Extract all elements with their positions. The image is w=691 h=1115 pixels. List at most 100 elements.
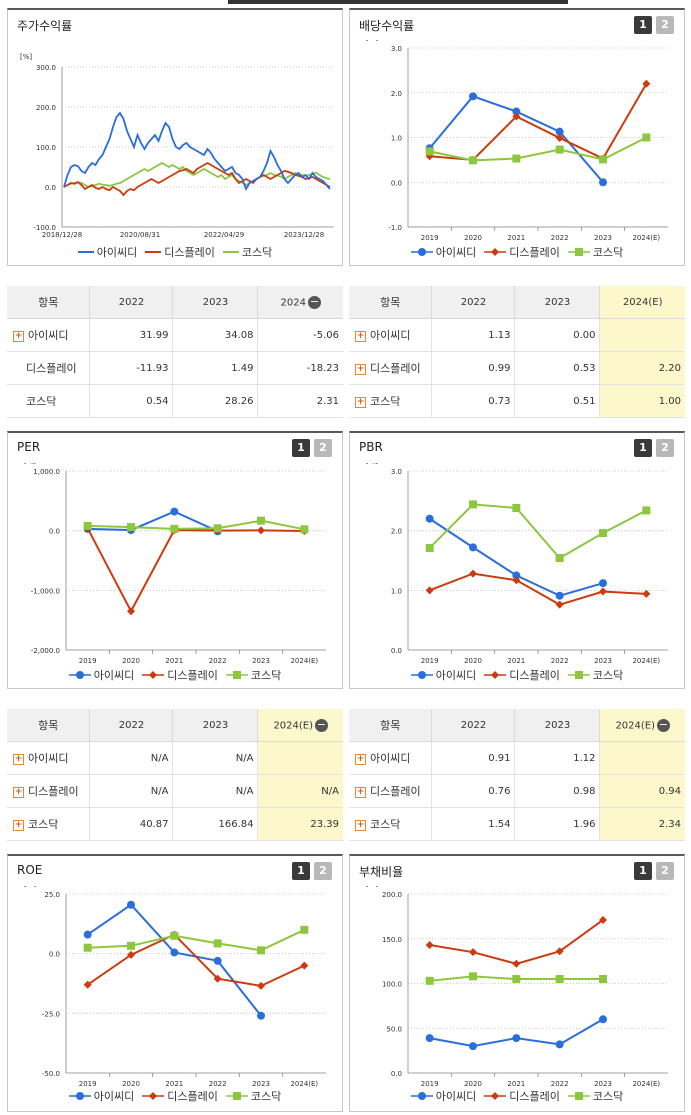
button-1[interactable]: 1 bbox=[292, 439, 310, 457]
legend-item: 아이씨디 bbox=[68, 1088, 134, 1104]
series-line bbox=[63, 161, 331, 188]
row-label[interactable]: + 코스닥 bbox=[349, 384, 432, 418]
x-tick-label: 2019 bbox=[79, 657, 97, 665]
data-point bbox=[213, 974, 222, 983]
table-cell: 0.53 bbox=[514, 351, 600, 385]
data-point bbox=[213, 939, 222, 948]
table-cell: 31.99 bbox=[89, 318, 173, 352]
chart-legend: 아이씨디 디스플레이 코스닥 bbox=[350, 1088, 684, 1104]
data-point bbox=[555, 133, 564, 142]
expand-plus-icon[interactable]: + bbox=[355, 753, 366, 765]
data-point bbox=[232, 1092, 241, 1100]
table-cell: -11.93 bbox=[89, 351, 173, 385]
data-point bbox=[574, 248, 583, 256]
table-header-cell: 2022 bbox=[431, 286, 515, 319]
y-tick-label: 200.0 bbox=[382, 891, 402, 899]
button-2[interactable]: 2 bbox=[656, 439, 674, 457]
collapse-minus-icon[interactable]: − bbox=[307, 294, 321, 309]
roe-chart: [%] 25.0 0.0 -25.0 -50.0 2019 2020 2021 2022 2023… bbox=[24, 886, 326, 1088]
data-point bbox=[417, 248, 426, 256]
x-tick-label: 2024(E) bbox=[290, 657, 318, 665]
data-point bbox=[83, 943, 92, 952]
x-tick-label: 2020 bbox=[464, 1080, 482, 1088]
row-label[interactable]: + 디스플레이 bbox=[349, 774, 432, 808]
data-point bbox=[75, 1092, 84, 1100]
row-label[interactable]: + 코스닥 bbox=[349, 807, 432, 841]
table-row: + 아이씨디 N/A N/A bbox=[7, 741, 343, 775]
data-point bbox=[170, 948, 179, 957]
data-point bbox=[599, 975, 607, 984]
row-label[interactable]: + 아이씨디 bbox=[349, 741, 432, 775]
expand-plus-icon[interactable]: + bbox=[355, 786, 366, 798]
legend-item: 아이씨디 bbox=[68, 667, 134, 683]
table-header-cell: 2023 bbox=[514, 709, 600, 742]
legend-label: 아이씨디 bbox=[435, 1090, 477, 1103]
legend-item: 디스플레이 bbox=[142, 667, 218, 683]
table-cell: 0.98 bbox=[514, 774, 600, 808]
button-1[interactable]: 1 bbox=[634, 862, 652, 880]
table-cell: N/A bbox=[89, 774, 173, 808]
table-row: 디스플레이 -11.93 1.49 -18.23 bbox=[7, 351, 343, 385]
x-tick-label: 2020/08/31 bbox=[120, 231, 160, 239]
row-label[interactable]: + 아이씨디 bbox=[349, 318, 432, 352]
data-point bbox=[257, 1011, 265, 1020]
table-header-cell: 2024− bbox=[257, 286, 343, 319]
y-unit-label: [%] bbox=[366, 886, 378, 888]
button-2[interactable]: 2 bbox=[656, 16, 674, 34]
data-point bbox=[491, 248, 500, 256]
data-point bbox=[170, 507, 179, 516]
x-tick-label: 2019 bbox=[421, 1080, 439, 1088]
expand-plus-icon[interactable]: + bbox=[355, 363, 366, 375]
row-label[interactable]: + 아이씨디 bbox=[7, 318, 90, 352]
row-label[interactable]: + 아이씨디 bbox=[7, 741, 90, 775]
data-point bbox=[213, 956, 222, 965]
pbr-table: 항목 2022 2023 2024(E) − + 아이씨디 0.91 1.12 + 디스플레이 0.7… bbox=[349, 709, 685, 841]
expand-plus-icon[interactable]: + bbox=[13, 819, 24, 831]
collapse-minus-icon[interactable]: − bbox=[657, 717, 671, 732]
table-cell: 2.34 bbox=[599, 807, 685, 841]
row-label[interactable]: + 디스플레이 bbox=[349, 351, 432, 385]
expand-plus-icon[interactable]: + bbox=[13, 786, 24, 798]
table-cell bbox=[257, 741, 343, 775]
expand-plus-icon[interactable]: + bbox=[355, 396, 366, 408]
row-label[interactable]: + 코스닥 bbox=[7, 807, 90, 841]
expand-plus-icon[interactable]: + bbox=[355, 330, 366, 342]
table-cell: N/A bbox=[89, 741, 173, 775]
table-row: + 디스플레이 0.99 0.53 2.20 bbox=[349, 351, 685, 385]
legend-label: 코스닥 bbox=[592, 246, 624, 259]
button-2[interactable]: 2 bbox=[314, 862, 332, 880]
x-tick-label: 2024(E) bbox=[632, 234, 660, 242]
y-tick-label: 200.0 bbox=[36, 104, 56, 112]
data-point bbox=[425, 586, 434, 595]
expand-plus-icon[interactable]: + bbox=[355, 819, 366, 831]
chart-legend: 아이씨디 디스플레이 코스닥 bbox=[8, 667, 342, 683]
data-point bbox=[469, 543, 477, 552]
debt-ratio-chart: [%] 200.0 150.0 100.0 50.0 0.0 2019 2020 2021 202… bbox=[366, 886, 668, 1088]
data-point bbox=[469, 569, 477, 578]
collapse-minus-icon[interactable]: − bbox=[315, 717, 329, 732]
legend-label: 아이씨디 bbox=[435, 669, 477, 682]
panel-buttons: 1 2 bbox=[634, 16, 674, 34]
legend-item: 아이씨디 bbox=[410, 1088, 477, 1104]
table-header-cell: 항목 bbox=[349, 286, 432, 319]
data-point bbox=[599, 587, 607, 596]
table-cell: 0.54 bbox=[89, 384, 173, 418]
legend-item: 아이씨디 bbox=[410, 667, 477, 683]
expand-plus-icon[interactable]: + bbox=[13, 330, 24, 342]
table-row: + 아이씨디 1.13 0.00 bbox=[349, 318, 685, 352]
table-header-cell: 2022 bbox=[89, 286, 173, 319]
button-1[interactable]: 1 bbox=[634, 16, 652, 34]
table-cell: 0.73 bbox=[431, 384, 515, 418]
x-tick-label: 2023/12/28 bbox=[284, 231, 324, 239]
x-tick-label: 2022/04/29 bbox=[204, 231, 244, 239]
button-1[interactable]: 1 bbox=[292, 862, 310, 880]
row-label[interactable]: + 디스플레이 bbox=[7, 774, 90, 808]
series-line bbox=[87, 933, 305, 987]
x-tick-label: 2021 bbox=[507, 1080, 525, 1088]
data-point bbox=[425, 543, 434, 552]
button-2[interactable]: 2 bbox=[314, 439, 332, 457]
button-2[interactable]: 2 bbox=[656, 862, 674, 880]
y-tick-label: -100.0 bbox=[33, 224, 56, 232]
expand-plus-icon[interactable]: + bbox=[13, 753, 24, 765]
button-1[interactable]: 1 bbox=[634, 439, 652, 457]
